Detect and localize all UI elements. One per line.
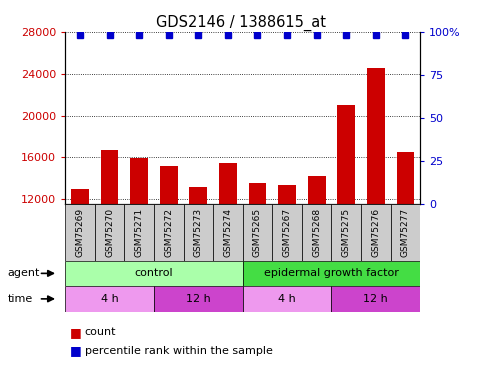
Bar xyxy=(65,261,242,286)
Text: GSM75271: GSM75271 xyxy=(135,208,143,257)
Bar xyxy=(308,176,326,325)
Bar xyxy=(391,204,420,261)
Bar xyxy=(337,105,355,325)
Bar xyxy=(219,162,237,325)
Text: agent: agent xyxy=(7,268,40,278)
Text: control: control xyxy=(135,268,173,278)
Bar xyxy=(154,204,184,261)
Text: GSM75275: GSM75275 xyxy=(342,208,351,257)
Bar xyxy=(397,152,414,325)
Bar xyxy=(101,150,118,325)
Bar xyxy=(249,183,267,325)
Text: count: count xyxy=(85,327,116,337)
Text: GSM75276: GSM75276 xyxy=(371,208,380,257)
Text: percentile rank within the sample: percentile rank within the sample xyxy=(85,346,272,356)
Text: GDS2146 / 1388615_at: GDS2146 / 1388615_at xyxy=(156,15,327,31)
Bar xyxy=(331,286,420,312)
Bar xyxy=(361,204,391,261)
Text: GSM75269: GSM75269 xyxy=(75,208,85,257)
Bar xyxy=(189,187,207,325)
Text: ■: ■ xyxy=(70,326,82,339)
Text: epidermal growth factor: epidermal growth factor xyxy=(264,268,399,278)
Text: GSM75268: GSM75268 xyxy=(312,208,321,257)
Text: GSM75270: GSM75270 xyxy=(105,208,114,257)
Bar xyxy=(184,204,213,261)
Text: GSM75272: GSM75272 xyxy=(164,208,173,257)
Text: GSM75267: GSM75267 xyxy=(283,208,292,257)
Bar xyxy=(125,204,154,261)
Bar xyxy=(130,158,148,325)
Bar xyxy=(65,204,95,261)
Text: 12 h: 12 h xyxy=(364,294,388,304)
Bar xyxy=(213,204,242,261)
Bar xyxy=(242,286,331,312)
Bar xyxy=(65,286,154,312)
Bar xyxy=(302,204,331,261)
Text: 4 h: 4 h xyxy=(278,294,296,304)
Text: GSM75274: GSM75274 xyxy=(224,208,232,257)
Text: ■: ■ xyxy=(70,345,82,357)
Bar xyxy=(331,204,361,261)
Bar xyxy=(160,166,178,325)
Bar xyxy=(278,184,296,325)
Bar xyxy=(71,189,89,325)
Text: GSM75265: GSM75265 xyxy=(253,208,262,257)
Bar xyxy=(154,286,243,312)
Text: GSM75277: GSM75277 xyxy=(401,208,410,257)
Bar xyxy=(367,69,384,325)
Bar xyxy=(242,204,272,261)
Text: GSM75273: GSM75273 xyxy=(194,208,203,257)
Bar xyxy=(95,204,125,261)
Bar xyxy=(272,204,302,261)
Text: 4 h: 4 h xyxy=(101,294,118,304)
Text: time: time xyxy=(7,294,32,304)
Bar xyxy=(242,261,420,286)
Text: 12 h: 12 h xyxy=(186,294,211,304)
